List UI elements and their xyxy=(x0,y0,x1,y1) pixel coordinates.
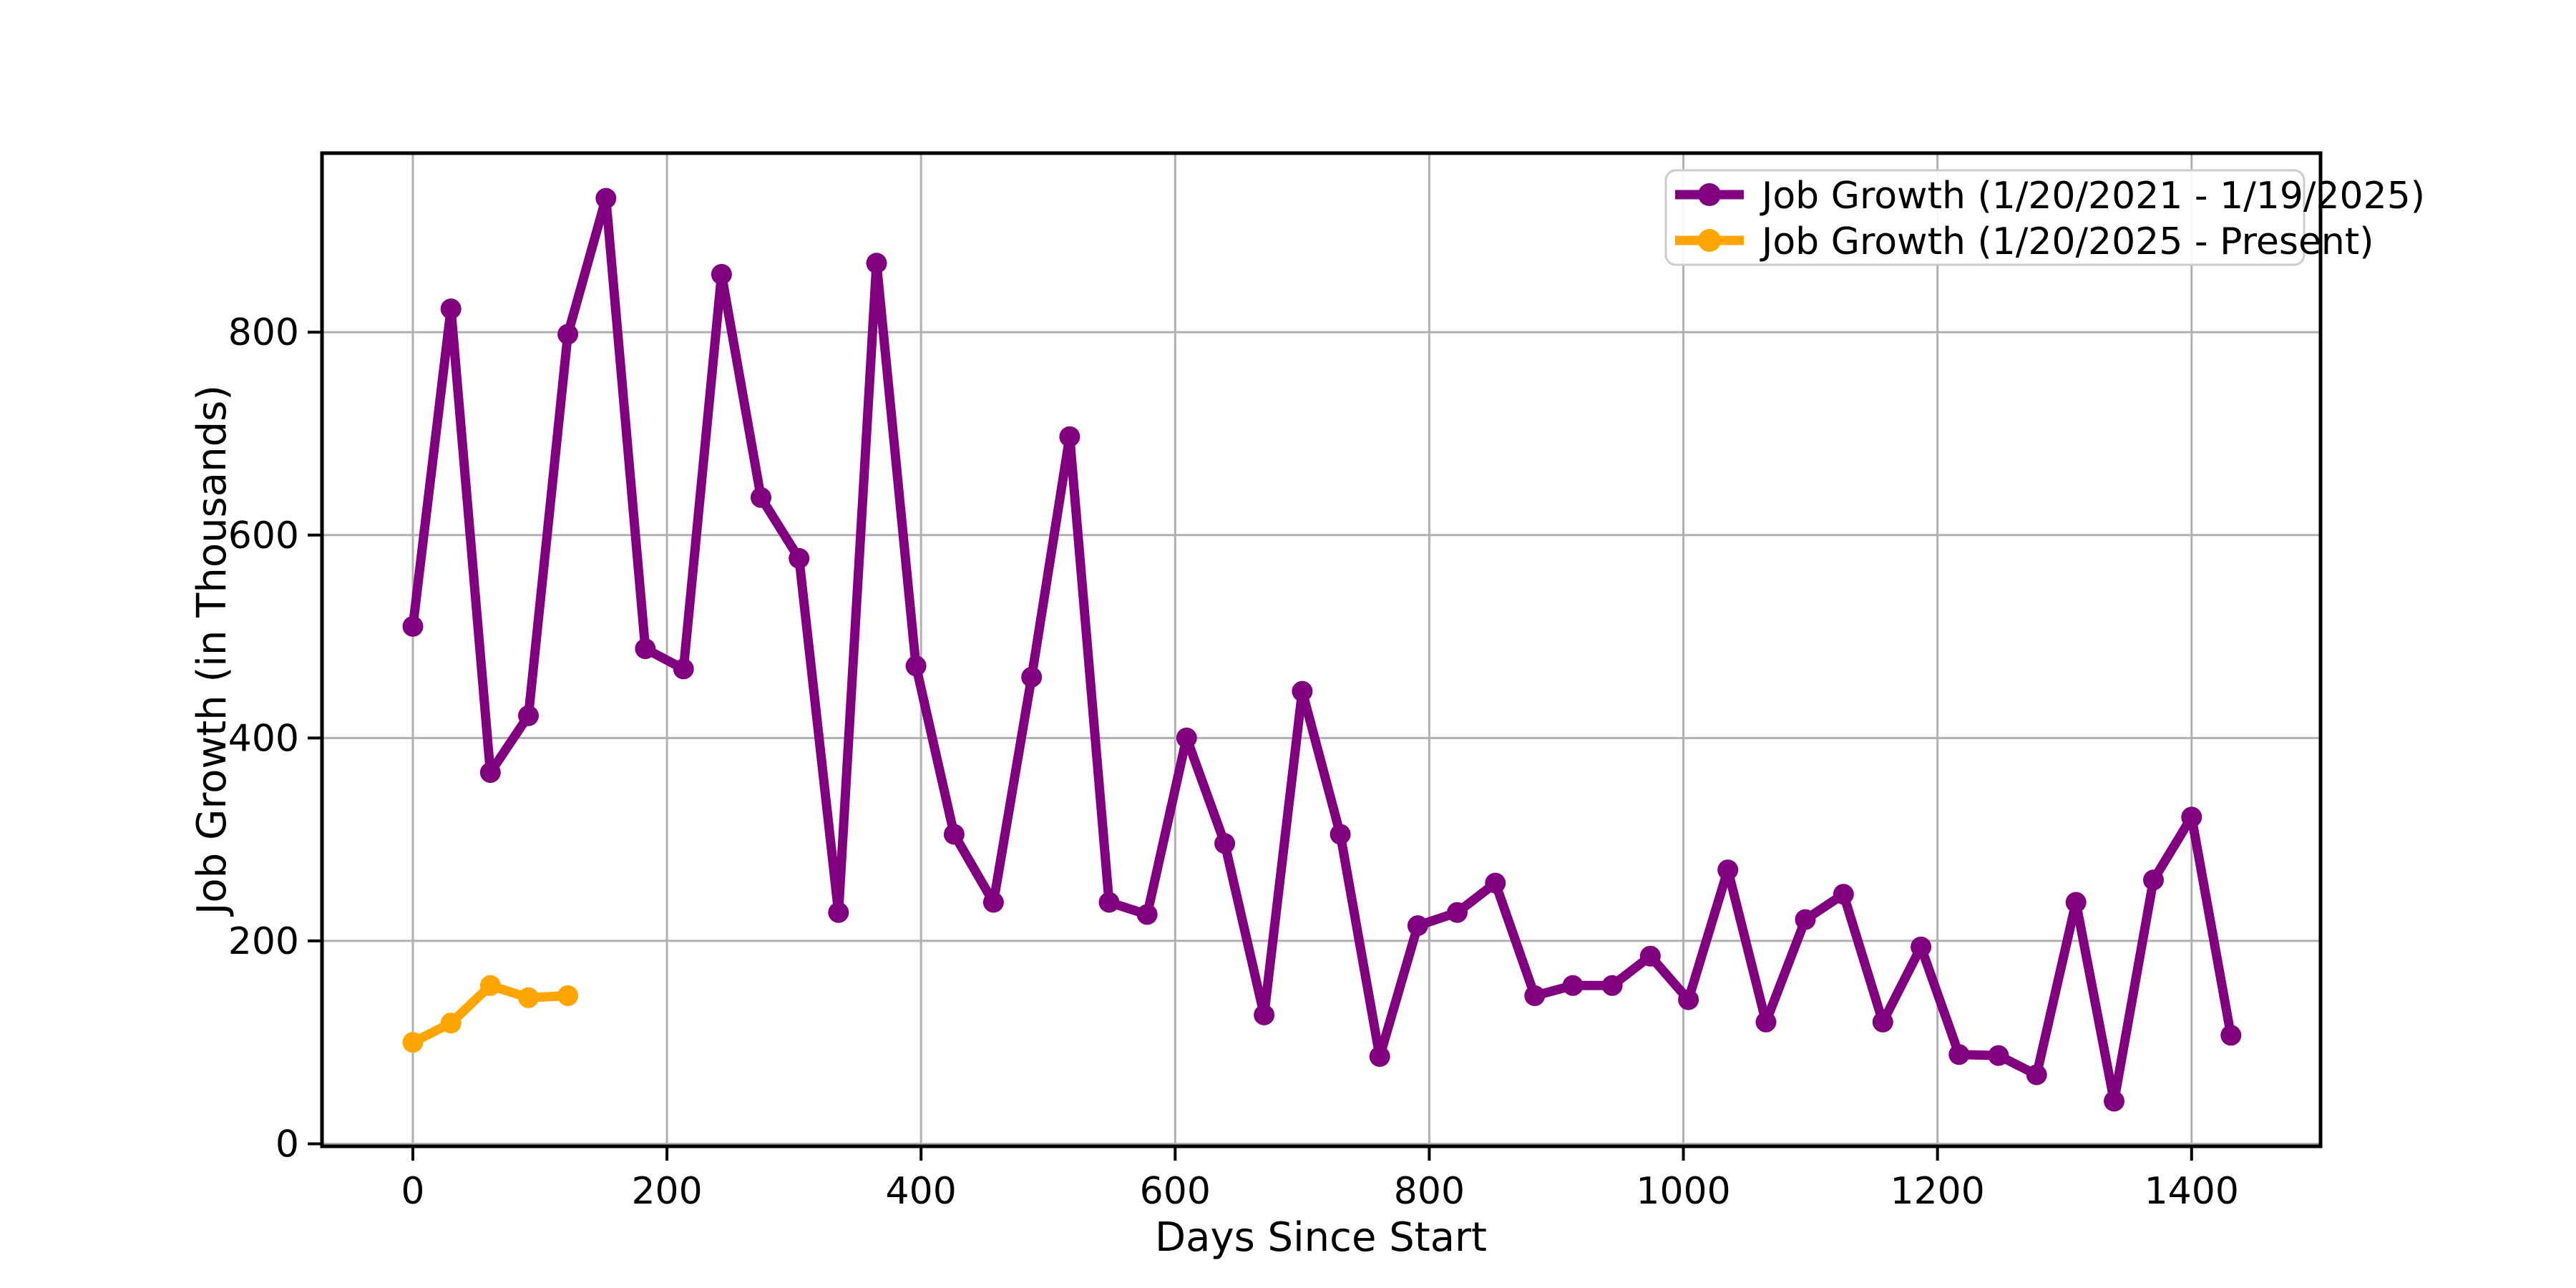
y-tick-label-800: 800 xyxy=(228,311,299,354)
y-tick-label-200: 200 xyxy=(228,920,299,963)
data-point-s0-36 xyxy=(1795,909,1816,930)
data-point-s1-4 xyxy=(557,985,579,1006)
data-point-s0-19 xyxy=(1136,904,1158,925)
data-point-s1-2 xyxy=(479,975,501,996)
series-line-0 xyxy=(408,193,2236,1106)
data-point-s1-0 xyxy=(402,1032,424,1053)
data-point-s0-2 xyxy=(479,762,501,784)
data-point-s0-4 xyxy=(557,323,579,345)
data-point-s0-37 xyxy=(1833,884,1854,905)
y-tick-label-600: 600 xyxy=(228,514,299,557)
series-1 xyxy=(402,975,579,1053)
data-point-s0-13 xyxy=(905,655,927,677)
data-point-s0-14 xyxy=(943,824,965,845)
data-point-s0-8 xyxy=(711,263,732,285)
y-axis-label: Job Growth (in Thousands) xyxy=(189,385,235,917)
data-point-s0-27 xyxy=(1447,902,1468,923)
data-point-s0-15 xyxy=(982,892,1004,913)
data-point-s0-23 xyxy=(1292,680,1313,702)
data-point-s0-3 xyxy=(518,705,539,726)
data-point-s0-9 xyxy=(751,487,771,508)
data-point-s0-34 xyxy=(1717,859,1739,881)
legend-label-current-term: Job Growth (1/20/2025 - Present) xyxy=(1760,220,2374,263)
data-point-s0-41 xyxy=(1988,1045,2009,1066)
data-point-s0-33 xyxy=(1678,989,1699,1010)
data-point-s0-42 xyxy=(2026,1064,2047,1085)
data-point-s0-28 xyxy=(1485,872,1506,894)
data-point-s0-31 xyxy=(1601,975,1623,996)
tick-layer xyxy=(308,331,2193,1161)
x-tick-label-200: 200 xyxy=(631,1170,702,1213)
data-point-s0-12 xyxy=(866,253,887,274)
grid-layer xyxy=(322,153,2321,1146)
data-point-s0-0 xyxy=(402,615,424,637)
series-0 xyxy=(402,187,2242,1112)
data-point-s0-16 xyxy=(1021,666,1043,688)
data-point-s0-5 xyxy=(595,187,617,209)
data-point-s0-29 xyxy=(1524,985,1546,1006)
data-point-s0-17 xyxy=(1059,426,1080,447)
data-point-s0-1 xyxy=(440,298,462,320)
y-tick-label-400: 400 xyxy=(228,717,299,760)
legend-box xyxy=(1664,169,2306,266)
data-point-s0-6 xyxy=(635,638,656,660)
data-point-s0-35 xyxy=(1755,1011,1777,1033)
series-layer xyxy=(402,187,2242,1112)
data-point-s0-32 xyxy=(1639,945,1661,967)
legend-label-first-term: Job Growth (1/20/2021 - 1/19/2025) xyxy=(1760,175,2425,218)
data-point-s0-45 xyxy=(2143,869,2164,891)
data-point-s0-10 xyxy=(789,547,810,569)
x-tick-label-400: 400 xyxy=(886,1170,957,1213)
data-point-s0-20 xyxy=(1176,727,1197,748)
data-point-s0-40 xyxy=(1948,1044,1970,1065)
data-point-s0-24 xyxy=(1330,824,1351,845)
legend-marker-purple xyxy=(1698,183,1721,206)
data-point-s0-43 xyxy=(2065,892,2087,913)
x-tick-label-800: 800 xyxy=(1394,1170,1465,1213)
y-tick-label-0: 0 xyxy=(275,1123,299,1166)
x-tick-label-600: 600 xyxy=(1140,1170,1211,1213)
data-point-s0-46 xyxy=(2181,806,2202,828)
data-point-s0-47 xyxy=(2220,1025,2242,1046)
data-point-s0-7 xyxy=(673,658,694,680)
x-tick-label-1200: 1200 xyxy=(1890,1170,1984,1213)
legend-marker-orange xyxy=(1698,229,1721,252)
axes-box xyxy=(320,151,2323,1148)
data-point-s0-26 xyxy=(1407,915,1428,937)
data-point-s0-11 xyxy=(828,902,849,923)
x-tick-label-0: 0 xyxy=(401,1170,424,1213)
x-tick-label-1000: 1000 xyxy=(1636,1170,1730,1213)
data-point-s0-44 xyxy=(2104,1091,2124,1112)
data-point-s1-3 xyxy=(518,987,539,1008)
legend: Job Growth (1/20/2021 - 1/19/2025) Job G… xyxy=(1664,169,2425,266)
tick-label-layer: 0 200 400 600 800 1000 1200 1400 0 200 400 600 800 xyxy=(228,311,2239,1213)
legend-entry-first-term: Job Growth (1/20/2021 - 1/19/2025) xyxy=(1675,175,2425,218)
data-point-s0-21 xyxy=(1214,833,1236,854)
x-axis-label: Days Since Start xyxy=(1155,1214,1487,1261)
data-point-s0-38 xyxy=(1872,1011,1893,1033)
data-point-s0-25 xyxy=(1369,1046,1390,1067)
data-point-s0-22 xyxy=(1254,1004,1275,1025)
data-point-s0-39 xyxy=(1911,936,1932,957)
data-point-s1-1 xyxy=(440,1013,462,1034)
data-point-s0-18 xyxy=(1098,892,1120,913)
x-tick-label-1400: 1400 xyxy=(2145,1170,2239,1213)
data-point-s0-30 xyxy=(1562,975,1584,996)
legend-entry-current-term: Job Growth (1/20/2025 - Present) xyxy=(1675,220,2374,263)
